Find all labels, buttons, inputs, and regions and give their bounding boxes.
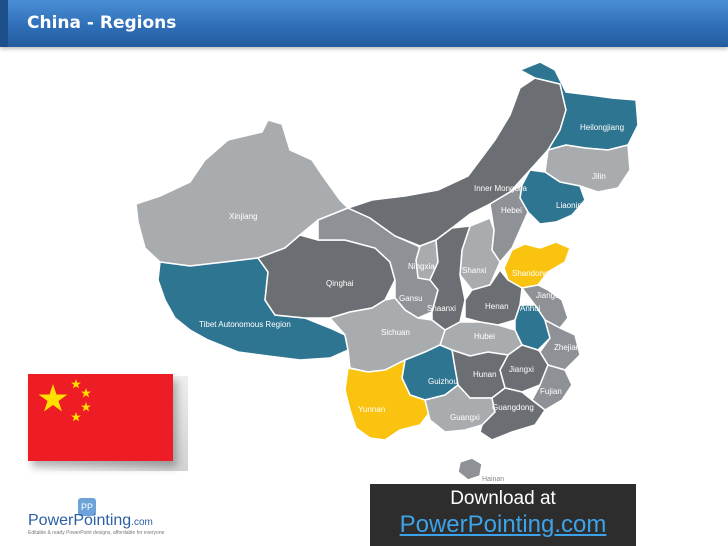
logo-word-suffix: .com [131,517,153,528]
label-jiangxi: Jiangxi [509,365,534,374]
label-guangxi: Guangxi [450,413,480,422]
download-label: Download at [450,488,556,509]
logo-tagline: Editable & ready PowerPoint designs, aff… [28,530,165,536]
region-shandong-shape[interactable] [503,241,571,289]
label-yunnan: Yunnan [358,405,386,414]
label-hainan: Hainan [482,476,505,483]
region-yunnan-shape[interactable] [344,358,431,441]
label-liaoning: Liaoning [556,201,587,210]
region-sichuan-shape[interactable] [328,297,446,373]
logo-word-main: PowerPointing [28,512,132,529]
title-bar: China - Regions [0,0,728,47]
label-jilin: Jilin [592,172,606,181]
label-jiangsu: Jiangsu [536,291,564,300]
label-shandong: Shandong [512,269,549,278]
page-title: China - Regions [27,13,177,33]
label-ningxia: Ningxia [408,262,435,271]
label-zhejiang: Zhejiang [554,343,585,352]
label-hebei: Hebei [501,206,522,215]
label-anhui: Anhui [520,304,541,313]
label-gansu: Gansu [399,294,423,303]
logo-wordmark: PowerPointing.com [28,512,153,530]
region-hainan-shape[interactable] [457,457,483,481]
label-qinghai: Qinghai [326,279,354,288]
label-guizhou: Guizhou [428,377,458,386]
label-henan: Henan [485,302,509,311]
powerpointing-logo: PP PowerPointing.com Editable & ready Po… [28,498,188,538]
logo-badge-icon: PP [78,498,96,516]
label-xinjiang: Xinjiang [229,212,258,221]
label-hubei: Hubei [474,332,495,341]
title-bar-accent [0,0,8,47]
download-banner[interactable]: Download at PowerPointing.com [370,484,636,546]
label-shaanxi: Shaanxi [427,304,456,313]
label-shanxi: Shanxi [462,266,487,275]
label-sichuan: Sichuan [381,328,410,337]
label-heilongjiang: Heilongjiang [580,123,625,132]
label-hunan: Hunan [473,370,497,379]
china-flag [28,374,173,461]
label-guangdong: Guangdong [492,403,534,412]
label-inner-mongolia: Inner Mongolia [474,184,527,193]
download-link[interactable]: PowerPointing.com [399,511,607,538]
label-fujian: Fujian [540,387,562,396]
flag-stars-icon [38,379,91,422]
region-inner-mongolia-shape[interactable] [345,77,567,247]
label-tibet: Tibet Autonomous Region [199,320,291,329]
region-guangdong-shape[interactable] [479,387,547,441]
